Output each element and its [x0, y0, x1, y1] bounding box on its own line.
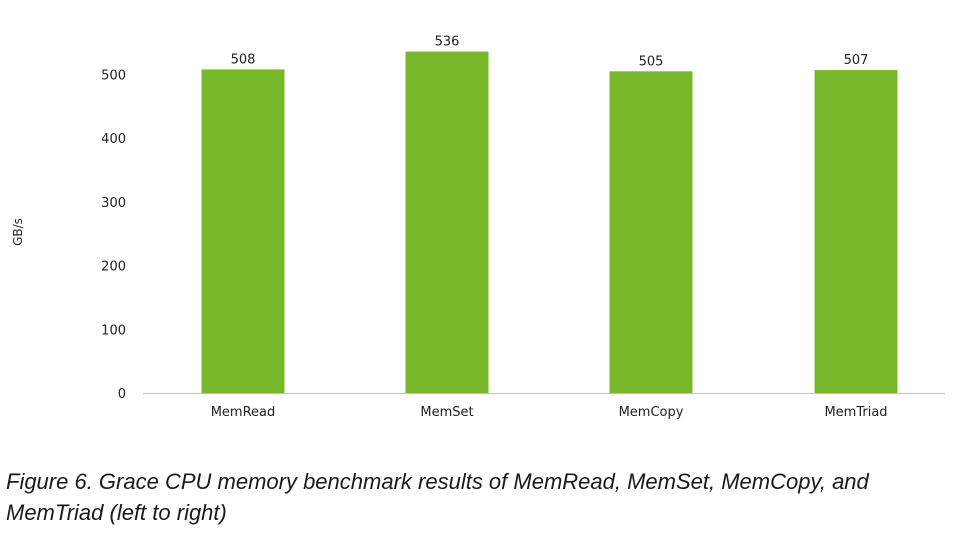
bar-memtriad: [814, 70, 898, 393]
bar-memcopy: [609, 71, 693, 393]
x-tick-label: MemCopy: [619, 405, 684, 420]
data-labels: 508 536 505 507: [231, 35, 869, 70]
y-tick-label: 400: [101, 132, 126, 147]
y-tick-label: 0: [118, 387, 126, 402]
x-tick-label: MemSet: [420, 405, 473, 420]
bars-group: [201, 51, 898, 394]
bar-chart: GB/s 0 100 200 300 400 500 MemRead MemSet MemCo…: [11, 35, 945, 420]
data-label: 536: [435, 35, 460, 50]
figure-caption: Figure 6. Grace CPU memory benchmark res…: [6, 469, 869, 525]
data-label: 505: [639, 54, 664, 69]
bar-memset: [405, 51, 489, 394]
data-label: 507: [844, 53, 869, 68]
x-tick-label: MemRead: [211, 405, 276, 420]
data-label: 508: [231, 52, 256, 67]
chart-area: GB/s 0 100 200 300 400 500 MemRead MemSet MemCo…: [11, 35, 945, 420]
x-axis-labels: MemRead MemSet MemCopy MemTriad: [211, 405, 888, 420]
y-tick-label: 500: [101, 69, 126, 84]
y-axis-ticks: 0 100 200 300 400 500: [101, 69, 126, 403]
y-tick-label: 100: [101, 323, 126, 338]
y-tick-label: 200: [101, 260, 126, 275]
y-tick-label: 300: [101, 196, 126, 211]
x-tick-label: MemTriad: [824, 405, 887, 420]
bar-memread: [201, 69, 285, 394]
y-axis-title: GB/s: [11, 218, 25, 246]
